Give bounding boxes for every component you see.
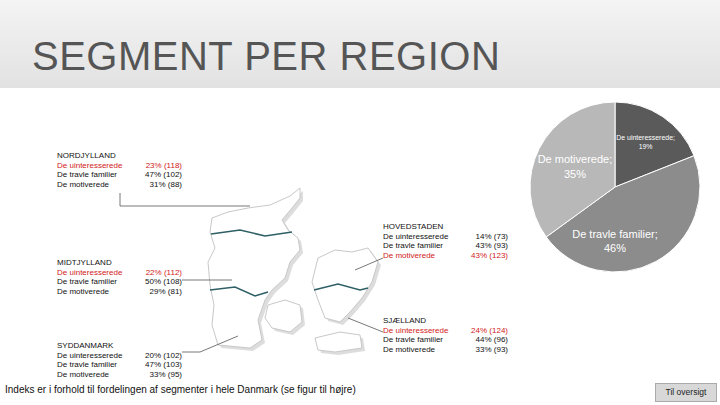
html-text:De travle familier: De travle familier bbox=[57, 277, 117, 286]
html-text:33% (93): 33% (93) bbox=[475, 344, 508, 354]
html-text:SEGMENT PER REGION: SEGMENT PER REGION bbox=[32, 34, 501, 78]
html-text:De uinteresserede: De uinteresserede bbox=[57, 267, 123, 277]
html-text:24% (124): 24% (124) bbox=[471, 325, 508, 335]
html-text:De travle familier: De travle familier bbox=[383, 335, 443, 344]
html-text:22% (112): 22% (112) bbox=[145, 267, 182, 277]
html-text:43% (93): 43% (93) bbox=[475, 241, 508, 250]
html-text:HOVEDSTADEN: HOVEDSTADEN bbox=[383, 222, 444, 231]
html-text:SJÆLLAND: SJÆLLAND bbox=[383, 316, 427, 325]
html-text:De motiverede: De motiverede bbox=[57, 179, 109, 189]
html-text:SYDDANMARK: SYDDANMARK bbox=[57, 341, 114, 350]
html-text:31% (88): 31% (88) bbox=[149, 179, 182, 189]
html-text:Indeks er i forhold til fordel: Indeks er i forhold til fordelingen af s… bbox=[5, 384, 356, 395]
html-text:14% (73): 14% (73) bbox=[475, 231, 508, 241]
html-text:De travle familier: De travle familier bbox=[383, 241, 443, 250]
html-text:47% (102): 47% (102) bbox=[145, 170, 182, 179]
html-text:De uinteresserede: De uinteresserede bbox=[57, 350, 123, 360]
html-text:23% (118): 23% (118) bbox=[145, 160, 182, 170]
html-text:20% (102): 20% (102) bbox=[145, 350, 182, 360]
html-text:De motiverede: De motiverede bbox=[57, 286, 109, 296]
html-text:De travle familier: De travle familier bbox=[57, 170, 117, 179]
html-text:De motiverede: De motiverede bbox=[57, 369, 109, 379]
html-text:De motiverede: De motiverede bbox=[383, 344, 435, 354]
html-text:MIDTJYLLAND: MIDTJYLLAND bbox=[57, 258, 112, 267]
svg-text:De uinteresserede;19%: De uinteresserede;19% bbox=[616, 134, 675, 150]
html-text:47% (103): 47% (103) bbox=[145, 360, 182, 369]
html-text:33% (95): 33% (95) bbox=[149, 369, 182, 379]
html-text:50% (108): 50% (108) bbox=[145, 277, 182, 286]
html-text:43% (123): 43% (123) bbox=[471, 250, 508, 260]
html-text:De travle familier: De travle familier bbox=[57, 360, 117, 369]
html-text:NORDJYLLAND: NORDJYLLAND bbox=[57, 151, 116, 160]
html-text:29% (81): 29% (81) bbox=[149, 286, 182, 296]
html-text:De uinteresserede: De uinteresserede bbox=[383, 231, 449, 241]
html-text:De uinteresserede: De uinteresserede bbox=[383, 325, 449, 335]
html-text:De motiverede: De motiverede bbox=[383, 250, 435, 260]
html-text:De uinteresserede: De uinteresserede bbox=[57, 160, 123, 170]
svg-text:De motiverede;35%: De motiverede;35% bbox=[538, 153, 613, 179]
html-text:44% (96): 44% (96) bbox=[475, 335, 508, 344]
html-text:Til oversigt: Til oversigt bbox=[665, 387, 707, 397]
svg-text:De travle familier;46%: De travle familier;46% bbox=[572, 228, 658, 254]
